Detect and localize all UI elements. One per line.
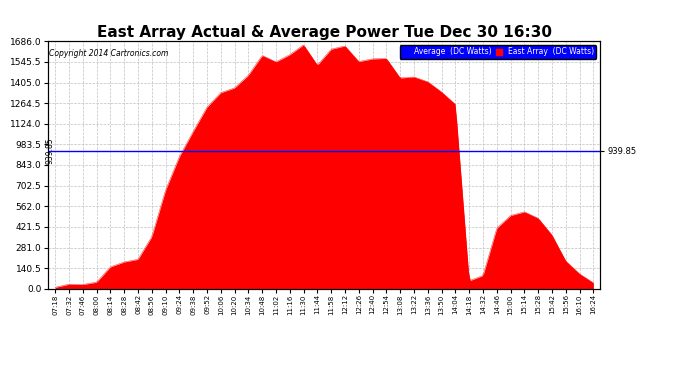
Text: 939.85: 939.85	[46, 138, 55, 164]
Text: Copyright 2014 Cartronics.com: Copyright 2014 Cartronics.com	[49, 49, 168, 58]
Title: East Array Actual & Average Power Tue Dec 30 16:30: East Array Actual & Average Power Tue De…	[97, 25, 552, 40]
Legend: Average  (DC Watts), East Array  (DC Watts): Average (DC Watts), East Array (DC Watts…	[400, 45, 596, 58]
